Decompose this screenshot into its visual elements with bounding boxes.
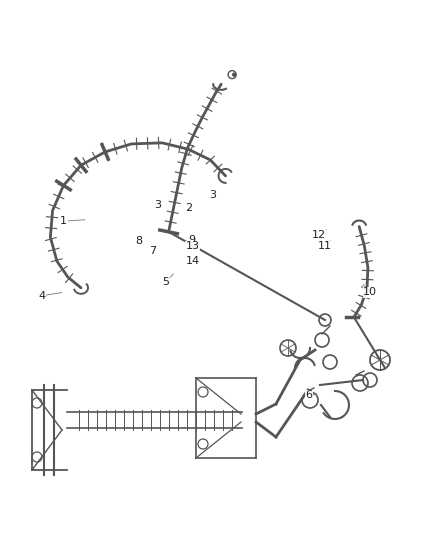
- Text: 5: 5: [162, 278, 169, 287]
- Text: 1: 1: [60, 216, 67, 226]
- Text: 7: 7: [149, 246, 156, 255]
- Text: 3: 3: [154, 200, 161, 210]
- Text: 9: 9: [188, 235, 195, 245]
- Text: 13: 13: [186, 241, 200, 251]
- Text: 4: 4: [38, 291, 45, 301]
- Text: 12: 12: [312, 230, 326, 239]
- Text: 6: 6: [305, 391, 312, 400]
- Text: 2: 2: [185, 203, 192, 213]
- Circle shape: [233, 73, 236, 76]
- Text: 14: 14: [186, 256, 200, 266]
- Text: 10: 10: [363, 287, 377, 297]
- Text: 11: 11: [318, 241, 332, 251]
- Text: 3: 3: [209, 190, 216, 199]
- Text: 8: 8: [136, 236, 143, 246]
